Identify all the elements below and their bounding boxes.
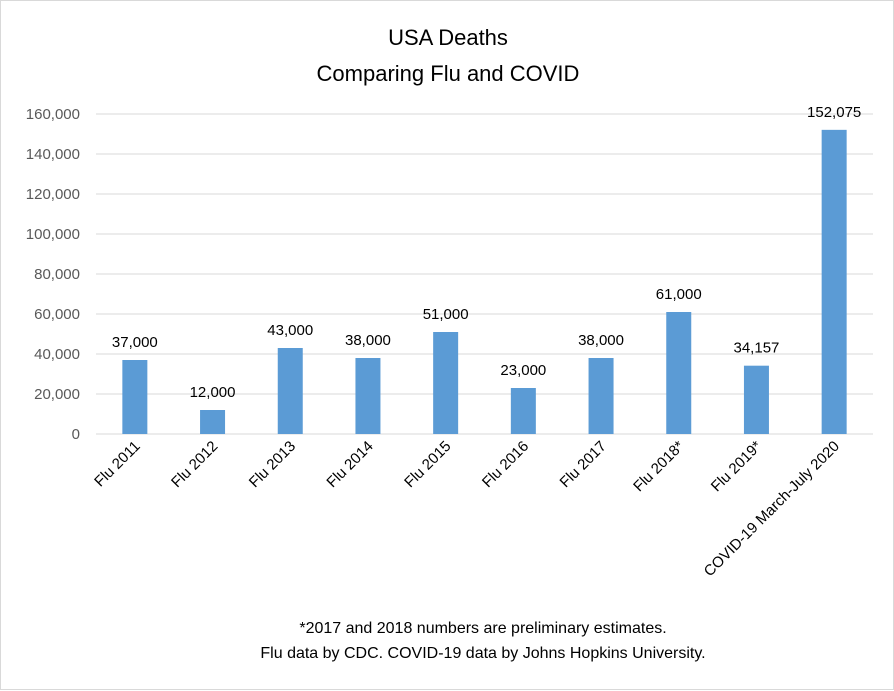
data-label: 23,000 — [500, 362, 546, 379]
footnote-sources: Flu data by CDC. COVID-19 data by Johns … — [260, 645, 705, 662]
data-label: 12,000 — [190, 384, 236, 401]
x-category-label: Flu 2016 — [479, 438, 532, 491]
y-axis-tick-labels: 0 20,000 40,000 60,000 80,000 100,000 120,000 1… — [26, 106, 80, 443]
bar — [588, 358, 614, 434]
bar — [277, 348, 303, 434]
bar — [433, 332, 459, 434]
y-tick-label: 80,000 — [34, 266, 80, 283]
bar — [355, 358, 381, 434]
x-category-label: Flu 2011 — [91, 438, 144, 491]
bar — [510, 388, 536, 434]
data-labels: 37,000 12,000 43,000 38,000 51,000 23,000 38,0… — [112, 104, 861, 401]
x-category-label: Flu 2013 — [246, 438, 299, 491]
y-tick-label: 20,000 — [34, 386, 80, 403]
y-tick-label: 100,000 — [26, 226, 80, 243]
y-tick-label: 60,000 — [34, 306, 80, 323]
x-category-label: Flu 2014 — [323, 438, 376, 491]
data-label: 38,000 — [345, 332, 391, 349]
bar — [743, 365, 769, 434]
x-category-label: Flu 2019* — [708, 438, 766, 496]
x-category-label: Flu 2015 — [401, 438, 454, 491]
data-label: 61,000 — [656, 286, 702, 303]
y-tick-label: 0 — [72, 426, 80, 443]
bar — [821, 129, 847, 434]
bars — [122, 129, 847, 434]
bar — [122, 360, 148, 434]
y-tick-label: 140,000 — [26, 146, 80, 163]
x-category-label: Flu 2017 — [557, 438, 610, 491]
y-tick-label: 120,000 — [26, 186, 80, 203]
data-label: 51,000 — [423, 306, 469, 323]
y-tick-label: 40,000 — [34, 346, 80, 363]
y-tick-label: 160,000 — [26, 106, 80, 123]
bar — [200, 410, 226, 434]
gridlines — [96, 113, 873, 435]
data-label: 43,000 — [267, 322, 313, 339]
chart-subtitle: Comparing Flu and COVID — [317, 61, 580, 86]
data-label: 38,000 — [578, 332, 624, 349]
x-axis-category-labels: Flu 2011 Flu 2012 Flu 2013 Flu 2014 Flu 2015… — [91, 438, 843, 580]
bar — [666, 312, 692, 434]
x-category-label: Flu 2018* — [630, 438, 688, 496]
chart-title: USA Deaths — [388, 25, 508, 50]
x-category-label: COVID-19 March-July 2020 — [701, 438, 843, 580]
data-label: 37,000 — [112, 334, 158, 351]
x-category-label: Flu 2012 — [168, 438, 221, 491]
data-label: 34,157 — [734, 340, 780, 357]
footnote-preliminary: *2017 and 2018 numbers are preliminary e… — [299, 620, 666, 637]
data-label: 152,075 — [807, 104, 861, 121]
